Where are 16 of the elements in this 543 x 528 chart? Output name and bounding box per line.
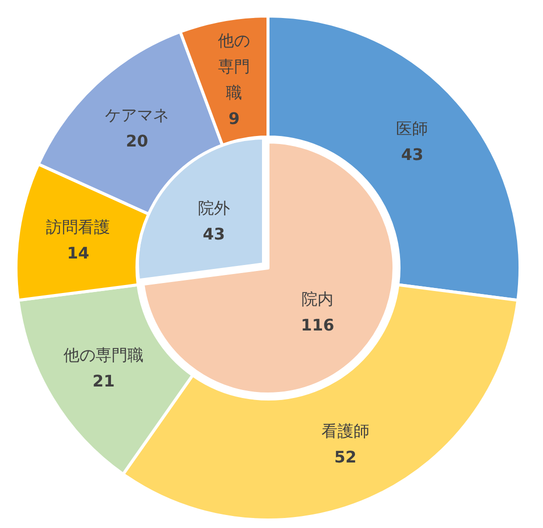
data-label: 14 (66, 244, 90, 263)
data-label: 43 (401, 145, 424, 164)
data-label: 116 (300, 316, 334, 335)
slice-label: 医師 (396, 119, 428, 138)
slice-label: 他の専門職 (218, 31, 250, 102)
slice-label: 看護師 (321, 422, 370, 441)
slice-label: 他の専門職 (64, 345, 144, 364)
data-label: 43 (202, 224, 226, 244)
slice-label: 院外 (198, 198, 230, 218)
slice-label: ケアマネ (105, 106, 170, 125)
data-label: 9 (228, 109, 240, 128)
data-label: 21 (92, 371, 115, 390)
slice-label: 院内 (302, 290, 334, 309)
data-label: 20 (126, 132, 148, 151)
data-label: 52 (334, 448, 357, 467)
slice-label: 訪問看護 (46, 218, 110, 237)
